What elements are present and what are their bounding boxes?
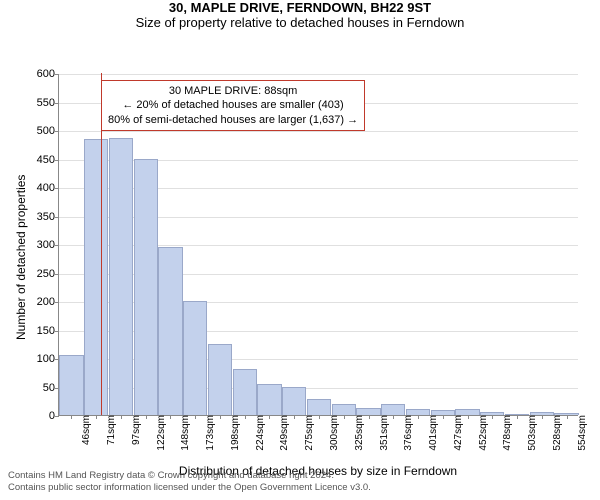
xtick-mark [319,415,320,419]
xtick-label: 249sqm [273,415,290,451]
annotation-line3: 80% of semi-detached houses are larger (… [108,113,358,127]
xtick-label: 71sqm [100,415,117,445]
xtick-mark [146,415,147,419]
footer: Contains HM Land Registry data © Crown c… [8,470,592,494]
gridline-h [59,131,578,132]
ytick-label: 250 [37,268,59,280]
xtick-mark [517,415,518,419]
xtick-label: 173sqm [199,415,216,451]
xtick-label: 275sqm [298,415,315,451]
xtick-label: 401sqm [422,415,439,451]
xtick-mark [220,415,221,419]
xtick-mark [567,415,568,419]
histogram-bar [282,387,306,416]
xtick-label: 376sqm [397,415,414,451]
ytick-label: 200 [37,296,59,308]
footer-line2: Contains public sector information licen… [8,482,592,494]
xtick-mark [492,415,493,419]
xtick-label: 528sqm [546,415,563,451]
xtick-mark [71,415,72,419]
xtick-label: 122sqm [150,415,167,451]
xtick-label: 452sqm [472,415,489,451]
xtick-mark [195,415,196,419]
footer-line1: Contains HM Land Registry data © Crown c… [8,470,592,482]
annotation-line2: ← 20% of detached houses are smaller (40… [108,98,358,112]
xtick-mark [96,415,97,419]
xtick-label: 554sqm [571,415,588,451]
xtick-mark [269,415,270,419]
histogram-bar [307,399,331,415]
histogram-bar [183,301,207,415]
histogram-bar [356,408,380,415]
histogram-bar [59,355,83,415]
histogram-bar [134,159,158,416]
ytick-label: 500 [37,125,59,137]
xtick-mark [393,415,394,419]
xtick-mark [170,415,171,419]
ytick-label: 0 [49,410,59,422]
ytick-label: 550 [37,97,59,109]
histogram-bar [208,344,232,415]
histogram-bar [109,138,133,415]
page-title-line2: Size of property relative to detached ho… [0,15,600,30]
plot-area: 05010015020025030035040045050055060046sq… [58,74,578,416]
xtick-mark [443,415,444,419]
histogram-bar [233,369,257,415]
annotation-box: 30 MAPLE DRIVE: 88sqm ← 20% of detached … [101,80,365,131]
xtick-mark [542,415,543,419]
histogram-bar [332,404,356,415]
annotation-line1: 30 MAPLE DRIVE: 88sqm [108,84,358,98]
xtick-label: 503sqm [521,415,538,451]
xtick-label: 427sqm [447,415,464,451]
xtick-mark [245,415,246,419]
xtick-mark [344,415,345,419]
xtick-label: 97sqm [125,415,142,445]
histogram-bar [257,384,281,415]
xtick-mark [121,415,122,419]
xtick-label: 224sqm [249,415,266,451]
xtick-label: 300sqm [323,415,340,451]
histogram-bar [84,139,108,415]
page-title-line1: 30, MAPLE DRIVE, FERNDOWN, BH22 9ST [0,0,600,15]
xtick-label: 478sqm [496,415,513,451]
ytick-label: 400 [37,182,59,194]
histogram-bar [381,404,405,415]
xtick-label: 198sqm [224,415,241,451]
xtick-mark [369,415,370,419]
ytick-label: 50 [43,382,59,394]
xtick-mark [294,415,295,419]
ytick-label: 100 [37,353,59,365]
xtick-label: 325sqm [348,415,365,451]
xtick-label: 46sqm [75,415,92,445]
ytick-label: 350 [37,211,59,223]
histogram-bar [158,247,182,415]
ytick-label: 600 [37,68,59,80]
ytick-label: 450 [37,154,59,166]
xtick-label: 148sqm [174,415,191,451]
gridline-h [59,74,578,75]
xtick-mark [418,415,419,419]
ytick-label: 150 [37,325,59,337]
ytick-label: 300 [37,239,59,251]
y-axis-label: Number of detached properties [14,175,28,340]
xtick-mark [468,415,469,419]
xtick-label: 351sqm [373,415,390,451]
